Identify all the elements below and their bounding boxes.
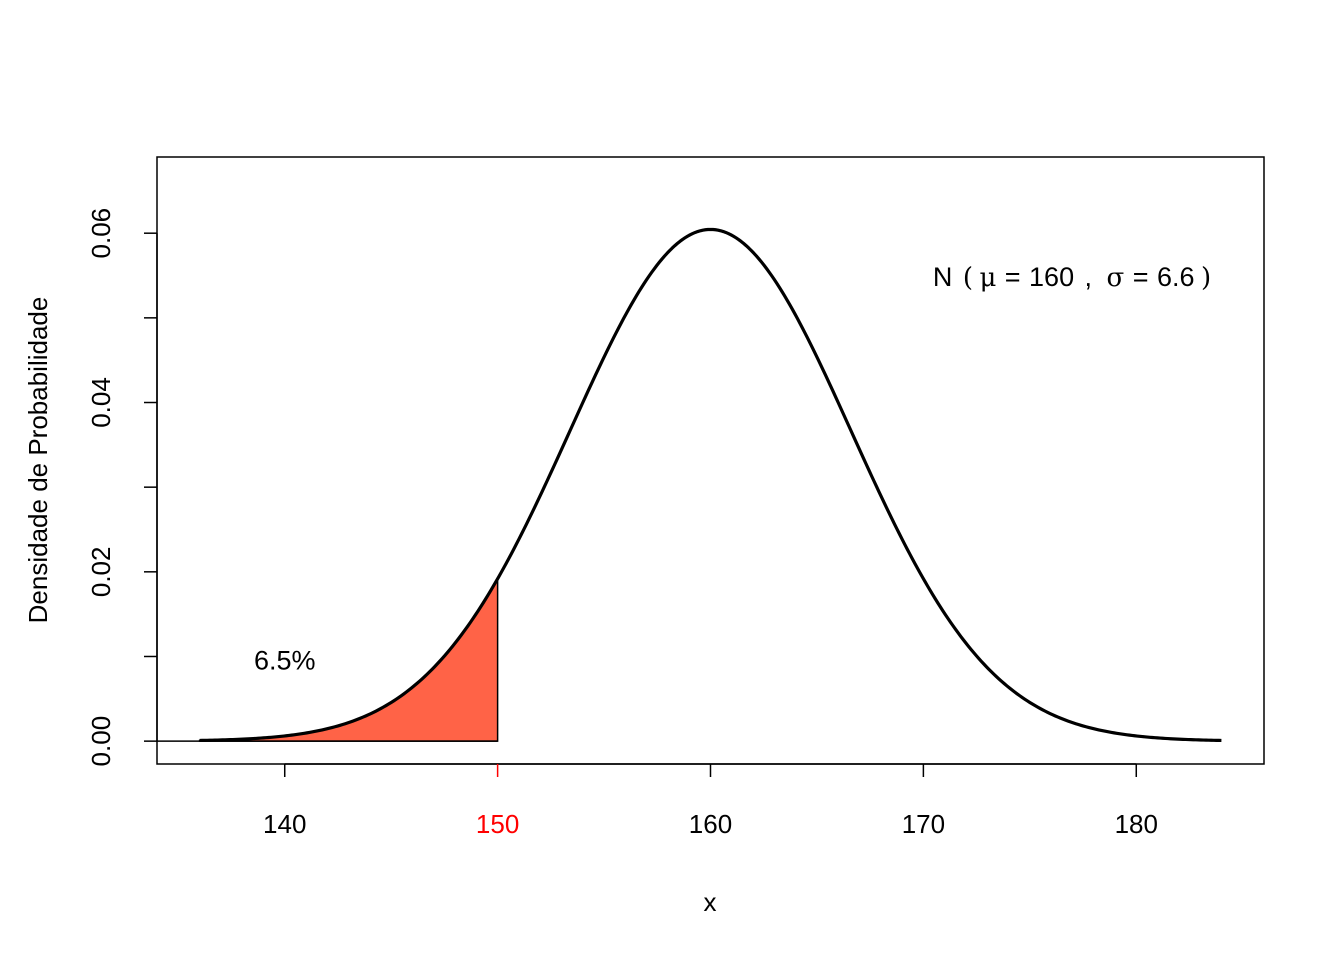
x-tick-label: 170 — [902, 809, 945, 839]
y-tick-label: 0.06 — [86, 208, 116, 259]
x-axis: 140 150 160 170 180 — [263, 763, 1158, 839]
y-axis-title: Densidade de Probabilidade — [23, 297, 53, 624]
distribution-formula: N ( μ = 160 , σ = 6.6 ) — [933, 262, 1211, 293]
x-tick-label: 150 — [476, 809, 519, 839]
y-tick-label: 0.00 — [86, 716, 116, 767]
y-tick-label: 0.04 — [86, 377, 116, 428]
formula-open-paren: ( — [963, 263, 973, 293]
shaded-area-layer — [157, 575, 499, 742]
formula-sd: 6.6 — [1157, 262, 1195, 292]
formula-prefix: N — [933, 262, 953, 292]
x-tick-label: 180 — [1115, 809, 1158, 839]
formula-separator: , — [1085, 262, 1093, 292]
formula-sigma: σ — [1107, 263, 1125, 293]
formula-close-paren: ) — [1201, 263, 1211, 293]
formula-mean: 160 — [1029, 262, 1074, 292]
y-tick-label: 0.02 — [86, 547, 116, 598]
shaded-tail-area — [198, 575, 499, 742]
x-tick-label: 160 — [689, 809, 732, 839]
curve-layer — [199, 227, 1222, 743]
formula-eq-2: = — [1133, 262, 1149, 292]
density-curve — [199, 227, 1222, 743]
x-tick-label: 140 — [263, 809, 306, 839]
formula-mu: μ — [979, 263, 996, 293]
y-axis: 0.00 0.02 0.04 0.06 — [86, 208, 158, 767]
percent-annotation: 6.5% — [254, 646, 316, 676]
formula-eq-1: = — [1005, 262, 1021, 292]
plot-frame — [156, 156, 1265, 765]
x-axis-title: x — [704, 887, 717, 917]
